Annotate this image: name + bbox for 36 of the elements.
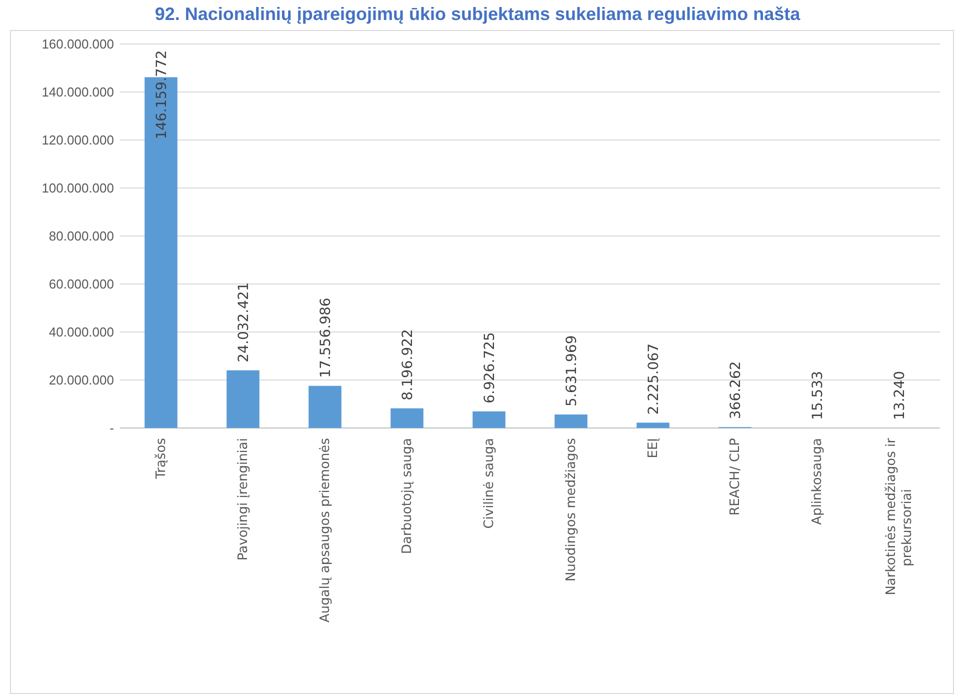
bar <box>226 370 260 428</box>
data-label: 8.196.922 <box>400 329 416 400</box>
y-tick-label: 20.000.000 <box>48 372 114 388</box>
data-label: 146.159.772 <box>154 50 170 140</box>
y-tick-label: 40.000.000 <box>48 324 114 340</box>
bar <box>472 411 506 428</box>
data-label: 17.556.986 <box>318 298 334 378</box>
data-label: 13.240 <box>892 370 908 420</box>
y-tick-label: 160.000.000 <box>42 36 114 52</box>
x-tick-label: Nuodingos medžiagos <box>564 438 579 582</box>
data-label: 6.926.725 <box>482 332 498 404</box>
x-tick-label: Narkotinės medžiagos ir prekursoriai <box>884 437 915 596</box>
bar <box>308 386 342 428</box>
data-label: 5.631.969 <box>564 335 580 406</box>
y-tick-label: 80.000.000 <box>48 228 114 244</box>
x-tick-label: REACH/ CLP <box>728 438 743 516</box>
x-tick-label: Trąšos <box>154 438 169 480</box>
x-tick-label: Civilinė sauga <box>482 438 497 529</box>
bar <box>390 408 424 428</box>
x-tick-label: Darbuotojų sauga <box>400 438 415 554</box>
x-tick-label: Aplinkosauga <box>810 438 825 525</box>
x-tick-label: Pavojingi įrenginiai <box>236 438 251 561</box>
bar <box>636 422 670 428</box>
y-tick-label: - <box>110 420 114 436</box>
data-label: 366.262 <box>728 361 744 420</box>
data-label: 24.032.421 <box>236 282 252 362</box>
data-label: 15.533 <box>810 370 826 420</box>
y-tick-label: 120.000.000 <box>42 132 114 148</box>
x-tick-label: Augalų apsaugos priemonės <box>318 438 333 622</box>
data-label: 2.225.067 <box>646 343 662 415</box>
chart-title: 92. Nacionalinių įpareigojimų ūkio subjektams sukeliama reguliavimo našta <box>154 4 802 24</box>
y-tick-label: 140.000.000 <box>42 84 114 100</box>
x-tick-label: EEĮ <box>646 438 661 458</box>
bar <box>554 414 588 428</box>
y-tick-label: 60.000.000 <box>48 276 114 292</box>
y-tick-label: 100.000.000 <box>42 180 114 196</box>
